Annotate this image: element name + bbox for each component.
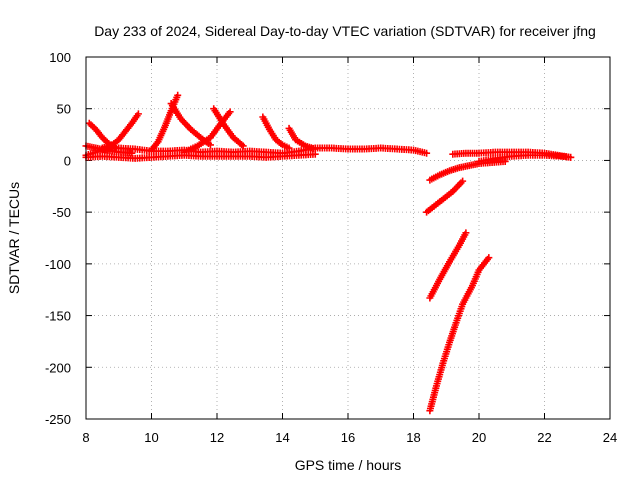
y-tick-label: 0 — [64, 153, 71, 168]
data-point-marker — [174, 91, 182, 99]
y-tick-label: -50 — [52, 205, 71, 220]
chart-title: Day 233 of 2024, Sidereal Day-to-day VTE… — [94, 23, 596, 39]
y-tick-label: 50 — [57, 102, 71, 117]
y-axis-label: SDTVAR / TECUs — [6, 182, 22, 294]
y-tick-label: -250 — [45, 412, 71, 427]
x-tick-label: 22 — [537, 430, 551, 445]
data-point-marker — [311, 150, 319, 158]
x-tick-label: 8 — [82, 430, 89, 445]
x-tick-label: 24 — [603, 430, 617, 445]
tick-labels: 8 10 12 14 16 18 20 22 24 100 50 0 -50 -100 -150 -200 -2… — [45, 50, 617, 445]
y-tick-label: -150 — [45, 309, 71, 324]
grid-lines — [86, 57, 610, 419]
y-tick-label: -200 — [45, 360, 71, 375]
data-point-marker — [423, 149, 431, 157]
x-tick-label: 16 — [341, 430, 355, 445]
data-point-marker — [226, 108, 234, 116]
data-point-marker — [128, 149, 136, 157]
x-tick-label: 10 — [144, 430, 158, 445]
data-point-marker — [567, 153, 575, 161]
plot-frame — [85, 56, 611, 420]
y-tick-label: 100 — [49, 50, 71, 65]
data-point-marker — [459, 177, 467, 185]
data-point-marker — [134, 110, 142, 118]
x-tick-label: 12 — [210, 430, 224, 445]
x-axis-label: GPS time / hours — [295, 457, 402, 473]
x-tick-label: 14 — [275, 430, 289, 445]
x-tick-label: 18 — [406, 430, 420, 445]
data-points — [82, 91, 575, 415]
data-point-marker — [462, 229, 470, 237]
y-tick-label: -100 — [45, 257, 71, 272]
x-tick-label: 20 — [472, 430, 486, 445]
data-point-marker — [206, 141, 214, 149]
data-point-marker — [485, 254, 493, 262]
